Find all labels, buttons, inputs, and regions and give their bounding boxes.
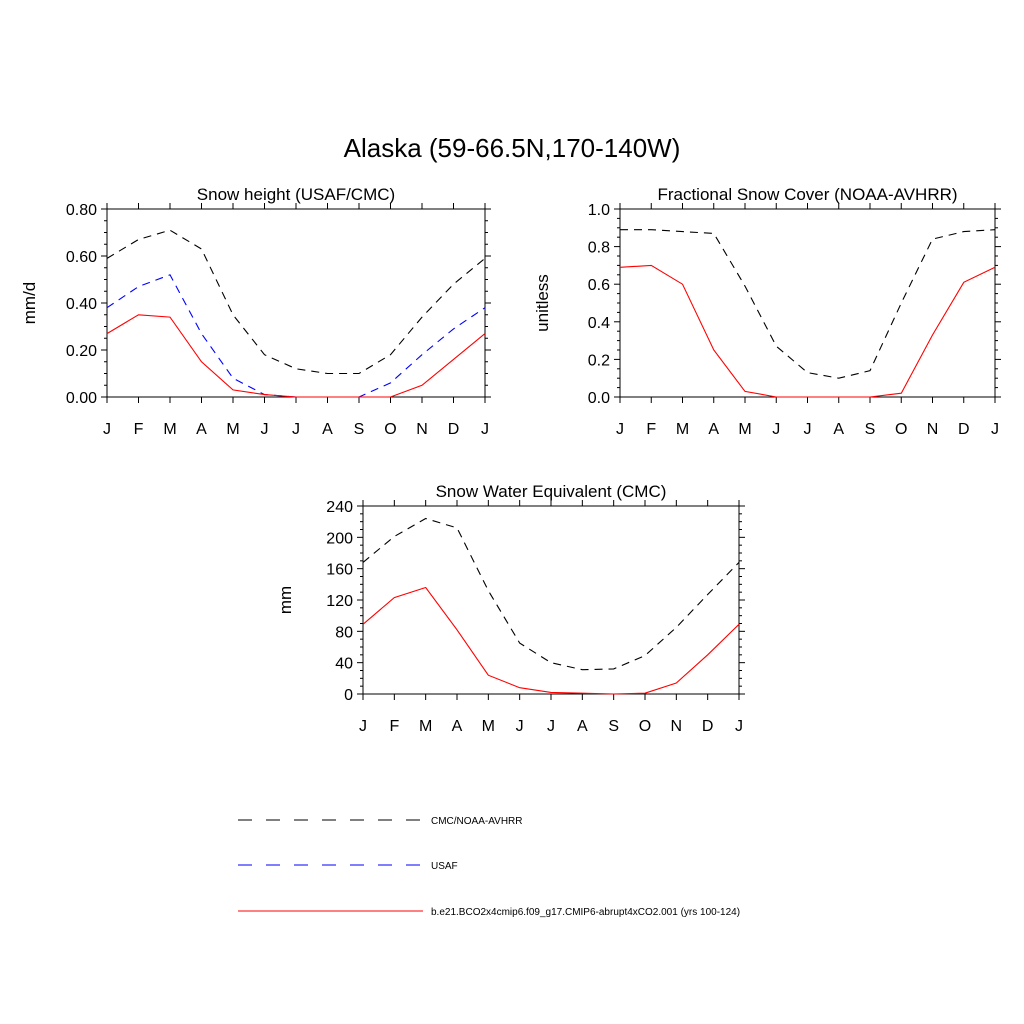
x-tick-label: O: [639, 718, 651, 735]
y-tick-label: 0.0: [588, 390, 610, 407]
x-tick-label: M: [419, 718, 432, 735]
x-tick-label: N: [416, 421, 428, 438]
series-line-obs: [106, 229, 486, 375]
x-tick-label: J: [616, 421, 624, 438]
x-tick-label: N: [927, 421, 939, 438]
x-tick-label: F: [389, 718, 399, 735]
x-tick-label: S: [608, 718, 619, 735]
x-tick-label: M: [676, 421, 689, 438]
x-tick-label: S: [865, 421, 876, 438]
x-tick-label: F: [646, 421, 656, 438]
x-tick-label: J: [547, 718, 555, 735]
x-tick-label: O: [384, 421, 396, 438]
x-tick-label: A: [833, 421, 844, 438]
y-tick-label: 0.8: [588, 240, 610, 257]
y-tick-label: 1.0: [588, 202, 610, 219]
chart-fractional-snow-cover: Fractional Snow Cover (NOAA-AVHRR) unitl…: [533, 185, 1001, 438]
x-tick-label: J: [292, 421, 300, 438]
legend-label-model: b.e21.BCO2x4cmip6.f09_g17.CMIP6-abrupt4x…: [431, 907, 740, 918]
series-line-model: [106, 314, 486, 398]
x-tick-label: A: [452, 718, 463, 735]
x-tick-label: A: [577, 718, 588, 735]
x-tick-label: J: [516, 718, 524, 735]
series-line-obs: [362, 517, 740, 671]
x-tick-label: O: [895, 421, 907, 438]
x-tick-label: M: [226, 421, 239, 438]
chart-snow-water-equivalent: Snow Water Equivalent (CMC) mm 0 40 80 120 1…: [276, 482, 745, 735]
y-tick-label: 0.60: [66, 249, 97, 266]
chart-title: Fractional Snow Cover (NOAA-AVHRR): [657, 185, 957, 204]
y-axis-label: mm: [276, 586, 295, 614]
x-tick-label: J: [103, 421, 111, 438]
y-tick-label: 240: [326, 499, 353, 516]
y-tick-label: 0.40: [66, 296, 97, 313]
x-tick-label: J: [735, 718, 743, 735]
x-tick-label: A: [196, 421, 207, 438]
y-tick-label: 0: [344, 687, 353, 704]
x-tick-label: N: [671, 718, 683, 735]
y-tick-label: 0.20: [66, 343, 97, 360]
x-tick-label: J: [804, 421, 812, 438]
y-tick-label: 80: [335, 624, 353, 641]
x-tick-label: F: [134, 421, 144, 438]
y-tick-label: 200: [326, 530, 353, 547]
y-tick-label: 40: [335, 656, 353, 673]
y-tick-label: 160: [326, 562, 353, 579]
legend-item-usaf: USAF: [238, 861, 458, 872]
legend-item-model: b.e21.BCO2x4cmip6.f09_g17.CMIP6-abrupt4x…: [238, 907, 740, 918]
y-tick-label: 0.4: [588, 315, 610, 332]
plot-frame: [106, 208, 486, 398]
series-line-obs: [620, 229, 996, 379]
y-tick-label: 0.80: [66, 202, 97, 219]
legend: CMC/NOAA-AVHRR USAF b.e21.BCO2x4cmip6.f0…: [238, 816, 740, 918]
x-tick-label: A: [322, 421, 333, 438]
legend-label-obs: CMC/NOAA-AVHRR: [431, 816, 522, 827]
chart-title: Snow height (USAF/CMC): [197, 185, 395, 204]
y-tick-label: 0.2: [588, 352, 610, 369]
series-line-usaf: [106, 274, 486, 398]
figure-title: Alaska (59-66.5N,170-140W): [344, 133, 681, 163]
x-tick-label: J: [359, 718, 367, 735]
y-tick-label: 120: [326, 593, 353, 610]
x-tick-label: M: [163, 421, 176, 438]
y-tick-label: 0.6: [588, 277, 610, 294]
y-axis-label: mm/d: [20, 282, 39, 325]
legend-item-obs: CMC/NOAA-AVHRR: [238, 816, 522, 827]
series-line-model: [362, 586, 740, 695]
chart-title: Snow Water Equivalent (CMC): [436, 482, 667, 501]
x-tick-label: D: [448, 421, 460, 438]
x-tick-label: M: [482, 718, 495, 735]
x-tick-label: S: [354, 421, 365, 438]
x-tick-label: J: [261, 421, 269, 438]
x-tick-label: J: [772, 421, 780, 438]
x-tick-label: D: [958, 421, 970, 438]
plot-frame: [362, 505, 740, 695]
x-tick-label: D: [702, 718, 714, 735]
x-tick-label: J: [481, 421, 489, 438]
y-tick-label: 0.00: [66, 390, 97, 407]
y-axis-label: unitless: [533, 274, 552, 332]
series-line-model: [619, 264, 996, 398]
legend-label-usaf: USAF: [431, 861, 458, 872]
x-tick-label: M: [738, 421, 751, 438]
chart-snow-height: Snow height (USAF/CMC) mm/d 0.00 0.20 0.40…: [20, 185, 491, 438]
x-tick-label: J: [991, 421, 999, 438]
x-tick-label: A: [708, 421, 719, 438]
